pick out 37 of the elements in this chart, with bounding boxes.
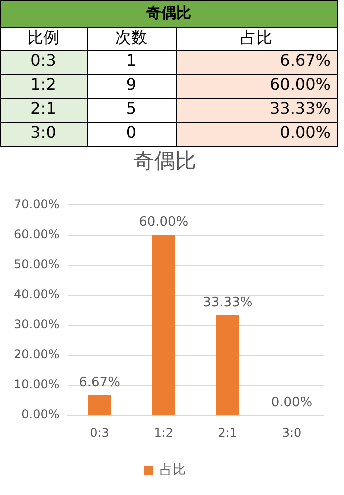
bar	[216, 315, 240, 416]
data-label: 9	[126, 75, 137, 94]
chart-title: 奇偶比	[134, 149, 196, 174]
data-label: 1	[126, 51, 137, 70]
x-tick-label: 1:2	[154, 426, 174, 440]
text: 33.33%	[203, 295, 253, 310]
text: 60.00%	[139, 215, 189, 230]
category-label: 2:1	[30, 99, 56, 118]
y-tick-label: 50.00%	[14, 257, 60, 272]
y-tick-label: 40.00%	[14, 287, 60, 302]
y-tick-label: 0.00%	[22, 408, 60, 422]
data-label: 6.67%	[280, 51, 331, 70]
y-tick-label: 60.00%	[14, 227, 60, 242]
y-tick-label: 10.00%	[14, 378, 60, 392]
text: 6.67%	[79, 375, 120, 390]
y-tick-label: 30.00%	[14, 318, 60, 332]
text: 次数	[116, 28, 148, 48]
y-tick-label: 20.00%	[14, 348, 60, 362]
x-tick-label: 3:0	[282, 426, 302, 440]
data-label: 33.33%	[270, 99, 331, 118]
text: 0.00%	[271, 395, 313, 410]
data-label: 5	[126, 99, 137, 118]
bar	[88, 396, 112, 416]
y-tick-label: 70.00%	[14, 197, 60, 212]
bar	[152, 235, 176, 416]
data-label: 60.00%	[270, 75, 331, 94]
data-label: 0.00%	[280, 123, 331, 142]
legend-label: 占比	[160, 462, 186, 478]
category-label: 3:0	[30, 123, 56, 142]
category-label: 1:2	[30, 75, 56, 94]
data-label: 0	[126, 123, 137, 142]
x-tick-label: 2:1	[218, 426, 238, 440]
text: 奇偶比	[146, 4, 192, 22]
x-tick-label: 0:3	[90, 426, 110, 440]
series-label: 占比	[240, 28, 272, 48]
category-label: 0:3	[30, 51, 56, 70]
text: 比例	[28, 28, 60, 48]
